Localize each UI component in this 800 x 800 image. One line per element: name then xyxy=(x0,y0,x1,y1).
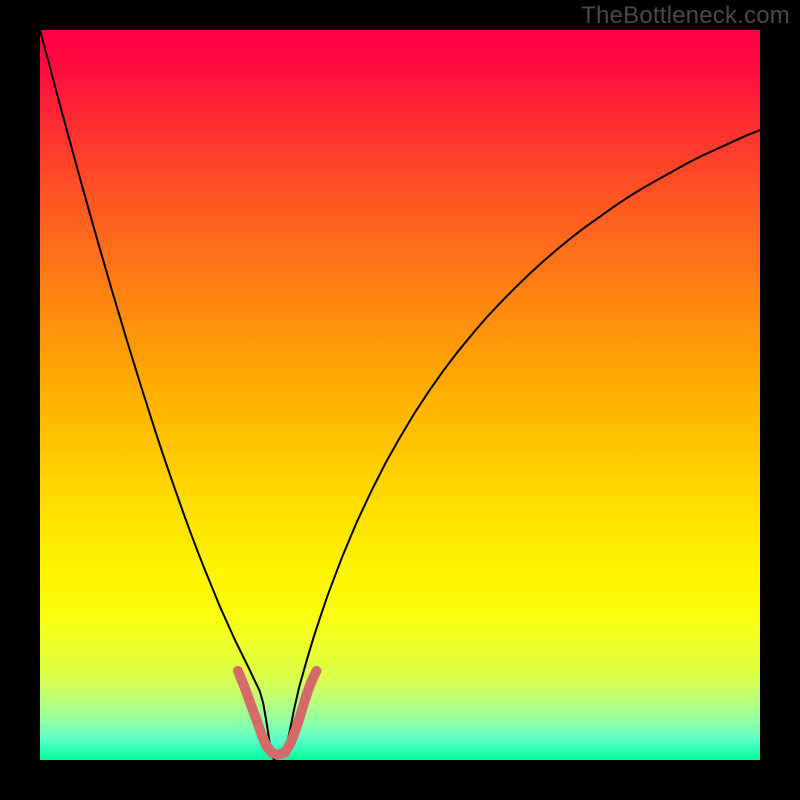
plot-area xyxy=(40,30,760,760)
watermark-text: TheBottleneck.com xyxy=(581,2,790,30)
chart-frame: TheBottleneck.com xyxy=(0,0,800,800)
gradient-background xyxy=(40,30,760,760)
bottleneck-curve-chart xyxy=(40,30,760,760)
